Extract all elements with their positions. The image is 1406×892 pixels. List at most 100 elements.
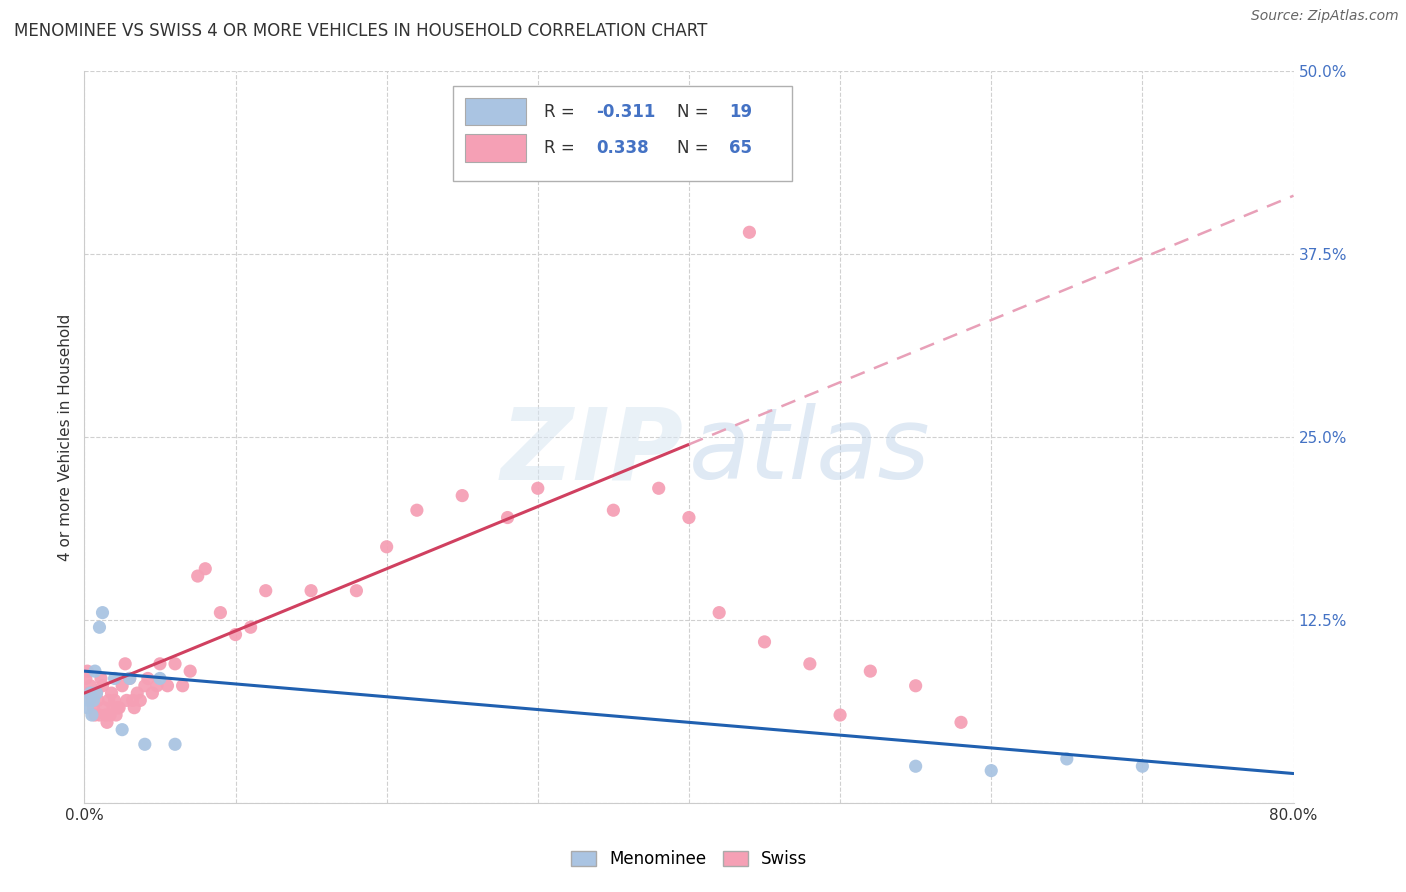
Point xyxy=(84,664,107,678)
Point xyxy=(129,693,152,707)
Point xyxy=(134,737,156,751)
Point xyxy=(111,679,134,693)
Point xyxy=(115,693,138,707)
Point xyxy=(90,672,112,686)
Text: Source: ZipAtlas.com: Source: ZipAtlas.com xyxy=(1251,9,1399,23)
Point xyxy=(346,583,368,598)
Text: MENOMINEE VS SWISS 4 OR MORE VEHICLES IN HOUSEHOLD CORRELATION CHART: MENOMINEE VS SWISS 4 OR MORE VEHICLES IN… xyxy=(14,22,707,40)
Text: R =: R = xyxy=(544,103,579,120)
Point xyxy=(859,664,882,678)
Text: R =: R = xyxy=(544,139,579,157)
Point xyxy=(82,693,104,707)
Point xyxy=(76,664,98,678)
Point xyxy=(118,672,141,686)
Point xyxy=(104,693,127,707)
Point xyxy=(97,693,120,707)
Point xyxy=(149,672,172,686)
Point xyxy=(172,679,194,693)
Point xyxy=(709,606,731,620)
Point xyxy=(678,510,700,524)
Point xyxy=(527,481,550,495)
Point xyxy=(96,715,118,730)
Point xyxy=(98,708,121,723)
FancyBboxPatch shape xyxy=(465,135,526,162)
Point xyxy=(76,700,98,714)
Point xyxy=(165,657,187,671)
Point xyxy=(496,510,519,524)
Point xyxy=(111,723,134,737)
Point xyxy=(105,708,128,723)
Point xyxy=(406,503,429,517)
Point xyxy=(77,686,100,700)
Point xyxy=(108,700,131,714)
Point xyxy=(86,686,108,700)
Point xyxy=(187,569,209,583)
Point xyxy=(375,540,398,554)
Point xyxy=(1056,752,1078,766)
Point xyxy=(118,672,141,686)
Point xyxy=(146,679,169,693)
Point xyxy=(980,764,1002,778)
Y-axis label: 4 or more Vehicles in Household: 4 or more Vehicles in Household xyxy=(58,313,73,561)
Point xyxy=(678,152,700,166)
Point xyxy=(904,759,927,773)
Point xyxy=(75,672,97,686)
Point xyxy=(299,583,322,598)
Point xyxy=(91,679,114,693)
Point xyxy=(80,708,103,723)
Text: ZIP: ZIP xyxy=(501,403,683,500)
Point xyxy=(84,708,107,723)
Point xyxy=(239,620,262,634)
Text: N =: N = xyxy=(676,103,714,120)
Point xyxy=(602,503,624,517)
Point xyxy=(89,620,111,634)
Point xyxy=(87,693,110,707)
Point xyxy=(114,657,136,671)
Text: N =: N = xyxy=(676,139,714,157)
Point xyxy=(86,686,108,700)
Point xyxy=(77,693,100,707)
Point xyxy=(136,672,159,686)
Legend: Menominee, Swiss: Menominee, Swiss xyxy=(564,844,814,875)
Point xyxy=(107,700,129,714)
Point xyxy=(79,686,101,700)
Point xyxy=(104,672,127,686)
Text: -0.311: -0.311 xyxy=(596,103,655,120)
Point xyxy=(91,606,114,620)
Point xyxy=(89,708,111,723)
Point xyxy=(830,708,852,723)
Point xyxy=(225,627,247,641)
Text: 0.338: 0.338 xyxy=(596,139,648,157)
Point xyxy=(121,693,143,707)
Point xyxy=(149,657,172,671)
Point xyxy=(122,700,145,714)
FancyBboxPatch shape xyxy=(465,98,526,126)
Text: 65: 65 xyxy=(728,139,752,157)
Point xyxy=(904,679,927,693)
FancyBboxPatch shape xyxy=(453,86,792,181)
Point xyxy=(799,657,821,671)
Point xyxy=(451,489,474,503)
Point xyxy=(754,635,776,649)
Point xyxy=(950,715,973,730)
Point xyxy=(134,679,156,693)
Point xyxy=(156,679,179,693)
Point xyxy=(101,700,124,714)
Text: 19: 19 xyxy=(728,103,752,120)
Point xyxy=(165,737,187,751)
Point xyxy=(648,481,671,495)
Point xyxy=(79,679,101,693)
Point xyxy=(93,700,115,714)
Point xyxy=(80,693,103,707)
Point xyxy=(194,562,217,576)
Point xyxy=(1130,759,1153,773)
Point xyxy=(82,700,104,714)
Point xyxy=(209,606,232,620)
Point xyxy=(94,708,117,723)
Point xyxy=(141,686,163,700)
Point xyxy=(127,686,149,700)
Point xyxy=(100,686,122,700)
Point xyxy=(738,225,761,239)
Point xyxy=(254,583,277,598)
Point xyxy=(179,664,201,678)
